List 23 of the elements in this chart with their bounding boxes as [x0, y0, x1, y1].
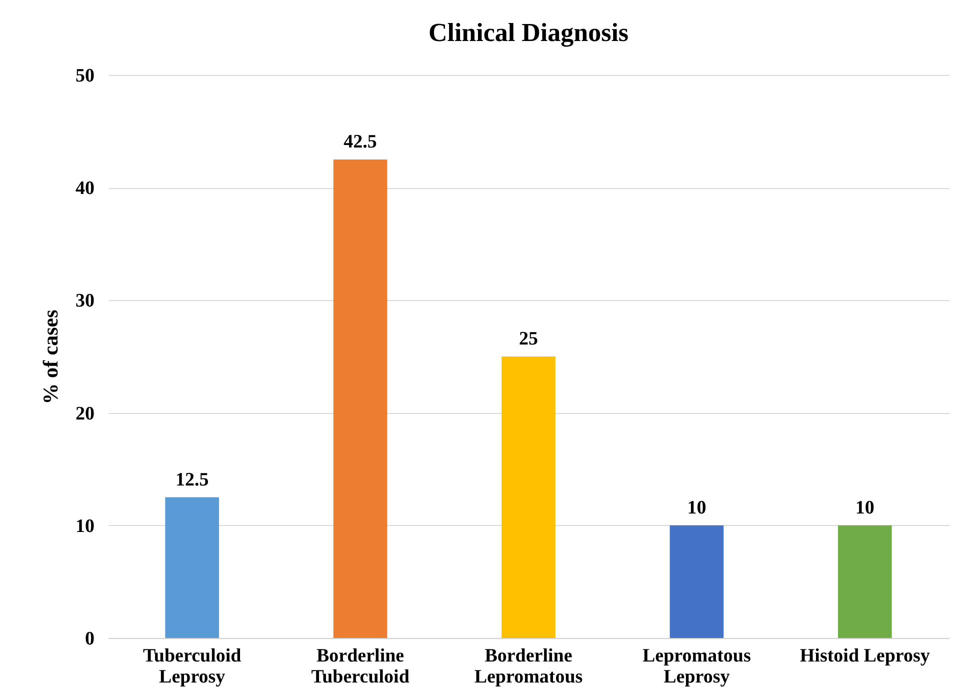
chart-title: Clinical Diagnosis	[428, 18, 629, 47]
y-tick-label: 20	[76, 403, 94, 424]
x-tick-label: Lepromatous Leprosy	[642, 646, 751, 688]
y-tick-label: 0	[85, 628, 94, 650]
y-tick-label: 30	[76, 290, 94, 312]
data-label: 42.5	[344, 131, 377, 152]
x-tick-label: Tuberculoid Leprosy	[142, 646, 242, 688]
data-label: 10	[855, 497, 874, 518]
y-tick-label: 10	[76, 516, 94, 537]
bar	[333, 159, 388, 638]
y-tick-label: 40	[76, 178, 94, 200]
data-label: 10	[687, 497, 706, 518]
y-axis-title: % of cases	[38, 310, 62, 404]
data-label: 25	[519, 328, 538, 350]
x-tick-label: Histoid Leprosy	[800, 646, 930, 666]
bar	[670, 525, 724, 638]
y-tick-label: 50	[76, 66, 94, 86]
x-tick-label: Borderline Tuberculoid	[311, 646, 410, 688]
bar	[838, 525, 892, 638]
bar	[165, 497, 220, 638]
data-label: 12.5	[175, 469, 209, 490]
x-tick-label: Borderline Lepromatous	[474, 646, 583, 688]
bar	[502, 356, 556, 638]
